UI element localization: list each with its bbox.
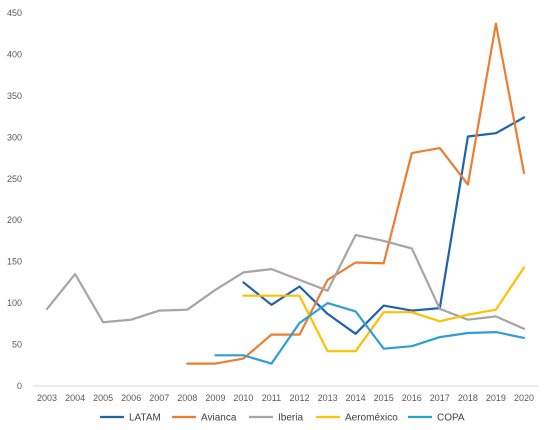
y-tick-label: 50 xyxy=(12,340,22,350)
series-copa xyxy=(214,302,526,365)
y-tick-label: 450 xyxy=(7,8,22,18)
x-tick-label: 2012 xyxy=(290,393,310,403)
y-tick-label: 300 xyxy=(7,132,22,142)
x-tick-label: 2010 xyxy=(233,393,253,403)
legend-item: Iberia xyxy=(249,413,303,424)
legend-item: Aeroméxico xyxy=(316,413,398,424)
series-latam xyxy=(242,116,526,335)
legend-label: Aeroméxico xyxy=(345,413,398,424)
legend-label: Iberia xyxy=(278,413,303,424)
legend-label: LATAM xyxy=(129,413,161,424)
legend-item: COPA xyxy=(408,413,465,424)
series-aeroméxico xyxy=(242,266,526,353)
series-line xyxy=(242,116,526,335)
series-line xyxy=(45,234,526,330)
x-tick-label: 2013 xyxy=(318,393,338,403)
x-tick-label: 2014 xyxy=(346,393,366,403)
y-tick-label: 400 xyxy=(7,49,22,59)
x-tick-label: 2018 xyxy=(458,393,478,403)
x-tick-label: 2008 xyxy=(177,393,197,403)
series-layer xyxy=(45,22,526,365)
legend-item: LATAM xyxy=(100,413,161,424)
legend: LATAM Avianca Iberia Aeroméxico COPA xyxy=(100,413,465,424)
y-axis: 0 50 100 150 200 250 300 350 400 450 xyxy=(7,8,22,391)
y-tick-label: 200 xyxy=(7,215,22,225)
x-tick-label: 2005 xyxy=(93,393,113,403)
series-line xyxy=(242,266,526,353)
x-tick-label: 2016 xyxy=(402,393,422,403)
series-iberia xyxy=(45,234,526,330)
x-tick-label: 2015 xyxy=(374,393,394,403)
x-tick-label: 2004 xyxy=(65,393,85,403)
y-tick-label: 100 xyxy=(7,298,22,308)
series-line xyxy=(214,302,526,365)
x-tick-label: 2019 xyxy=(486,393,506,403)
x-tick-label: 2006 xyxy=(121,393,141,403)
x-tick-label: 2003 xyxy=(37,393,57,403)
legend-label: Avianca xyxy=(201,413,237,424)
x-tick-label: 2007 xyxy=(149,393,169,403)
x-tick-label: 2017 xyxy=(430,393,450,403)
x-tick-label: 2011 xyxy=(262,393,281,403)
series-avianca xyxy=(186,22,526,365)
y-tick-label: 250 xyxy=(7,174,22,184)
series-line xyxy=(186,22,526,365)
x-tick-label: 2009 xyxy=(205,393,225,403)
y-tick-label: 0 xyxy=(17,381,22,391)
x-axis: 2003 2004 2005 2006 2007 2008 2009 2010 2011 2012… xyxy=(37,393,534,403)
y-tick-label: 150 xyxy=(7,257,22,267)
y-tick-label: 350 xyxy=(7,91,22,101)
legend-item: Avianca xyxy=(172,413,237,424)
legend-label: COPA xyxy=(437,413,465,424)
x-tick-label: 2020 xyxy=(514,393,534,403)
